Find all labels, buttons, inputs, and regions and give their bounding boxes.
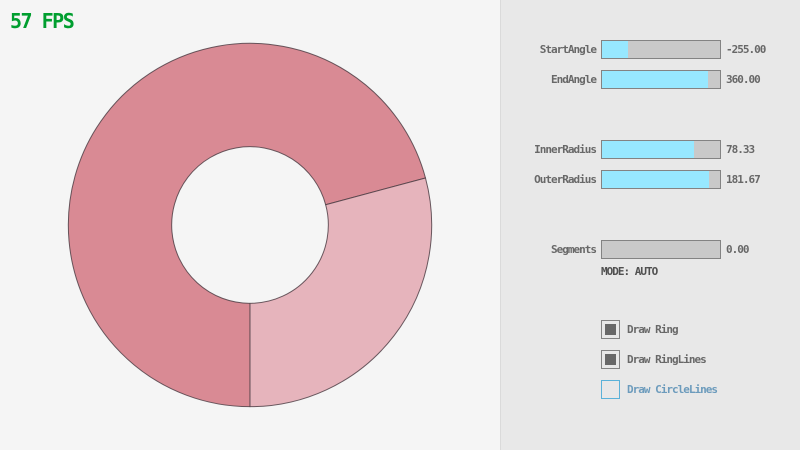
draw-circle-lines-label: Draw CircleLines <box>627 383 718 396</box>
end-angle-slider-fill <box>602 71 709 88</box>
draw-ring-checkbox[interactable] <box>601 320 620 339</box>
inner-radius-slider-fill <box>602 141 695 158</box>
segments-label: Segments <box>551 243 597 256</box>
start-angle-label: StartAngle <box>539 43 597 56</box>
start-angle-value: -255.00 <box>726 43 766 56</box>
checkbox-row-draw-circle-lines: Draw CircleLines <box>501 380 800 400</box>
slider-row-end-angle: EndAngle 360.00 <box>501 70 800 90</box>
start-angle-slider-fill <box>602 41 628 58</box>
checkbox-row-draw-ring-lines: Draw RingLines <box>501 350 800 370</box>
draw-ring-label: Draw Ring <box>627 323 679 336</box>
checkbox-row-draw-ring: Draw Ring <box>501 320 800 340</box>
end-angle-slider[interactable] <box>601 70 721 89</box>
draw-ring-lines-checkbox[interactable] <box>601 350 620 369</box>
slider-row-segments: Segments 0.00 <box>501 240 800 260</box>
slider-row-start-angle: StartAngle -255.00 <box>501 40 800 60</box>
draw-circle-lines-checkbox[interactable] <box>601 380 620 399</box>
controls-panel: StartAngle -255.00 EndAngle 360.00 Inner… <box>500 0 800 450</box>
ring-sector-double-drawn <box>67 42 427 408</box>
end-angle-value: 360.00 <box>726 73 761 86</box>
start-angle-slider[interactable] <box>601 40 721 59</box>
draw-ring-checkmark <box>605 324 616 335</box>
draw-ring-lines-label: Draw RingLines <box>627 353 707 366</box>
ring-sector-single-drawn <box>249 177 433 408</box>
draw-ring-lines-checkmark <box>605 354 616 365</box>
fps-counter: 57 FPS <box>10 9 75 33</box>
slider-row-outer-radius: OuterRadius 181.67 <box>501 170 800 190</box>
inner-radius-label: InnerRadius <box>534 143 597 156</box>
segments-value: 0.00 <box>726 243 749 256</box>
end-angle-label: EndAngle <box>551 73 597 86</box>
inner-radius-value: 78.33 <box>726 143 755 156</box>
segments-slider[interactable] <box>601 240 721 259</box>
slider-row-inner-radius: InnerRadius 78.33 <box>501 140 800 160</box>
outer-radius-slider[interactable] <box>601 170 721 189</box>
outer-radius-slider-fill <box>602 171 710 188</box>
outer-radius-label: OuterRadius <box>534 173 597 186</box>
outer-radius-value: 181.67 <box>726 173 761 186</box>
mode-status-text: MODE: AUTO <box>601 265 658 278</box>
inner-radius-slider[interactable] <box>601 140 721 159</box>
